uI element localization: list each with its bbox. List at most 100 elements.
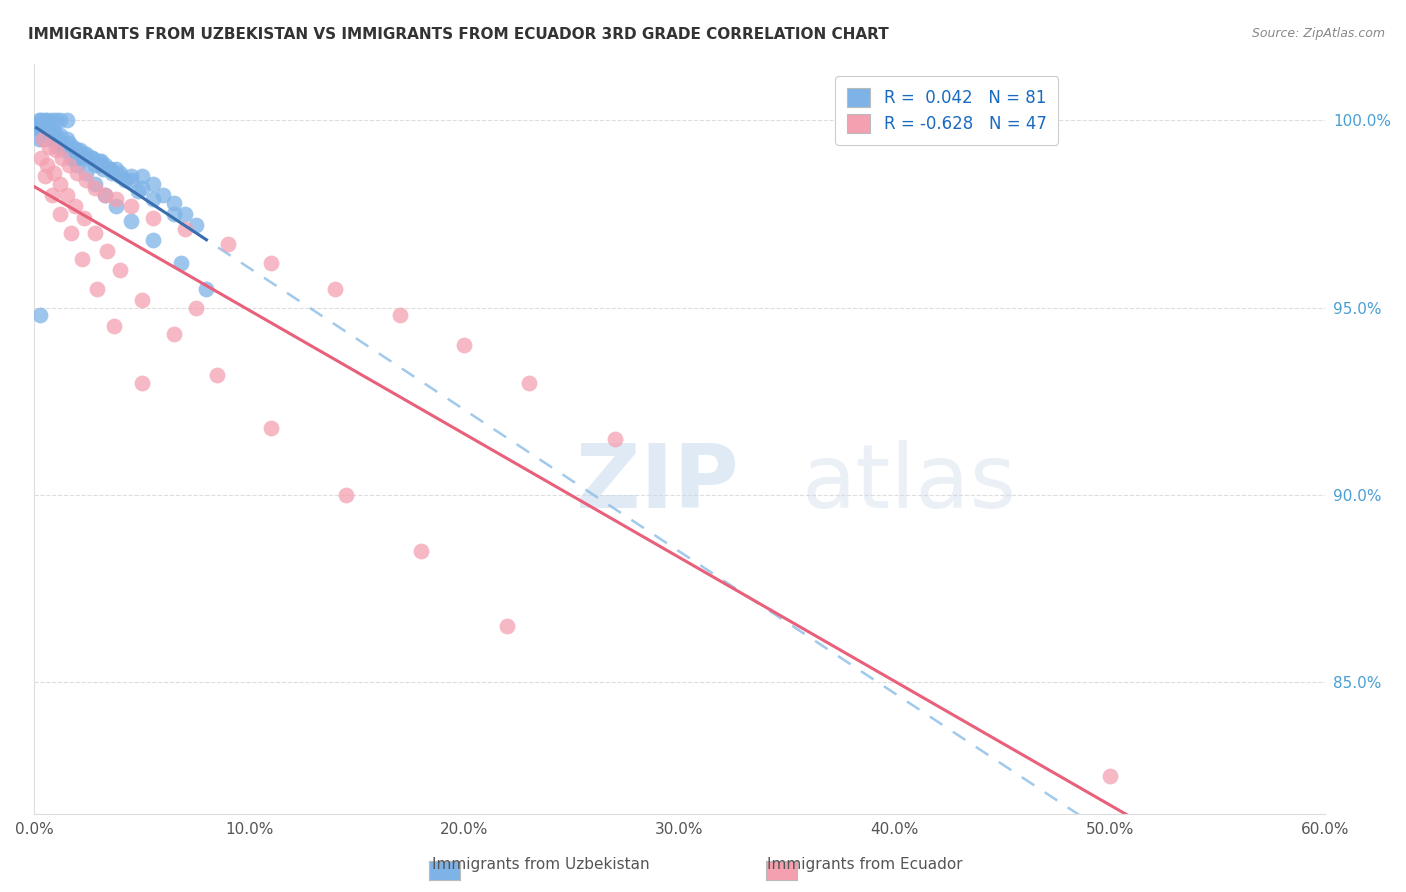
Point	[91, 161, 114, 176]
Point	[58, 143, 80, 157]
Point	[66, 166, 89, 180]
Point	[120, 214, 142, 228]
Point	[87, 158, 110, 172]
Point	[163, 326, 186, 341]
Point	[32, 132, 55, 146]
Point	[110, 169, 132, 184]
Point	[53, 139, 76, 153]
Point	[46, 139, 69, 153]
Point	[83, 226, 105, 240]
Point	[27, 117, 49, 131]
Point	[110, 263, 132, 277]
Point	[127, 185, 149, 199]
Point	[105, 192, 128, 206]
Point	[51, 151, 73, 165]
Point	[34, 169, 56, 184]
Text: atlas: atlas	[801, 441, 1017, 527]
Point	[163, 195, 186, 210]
Point	[48, 136, 70, 150]
Point	[83, 177, 105, 191]
Point	[35, 124, 58, 138]
Point	[184, 218, 207, 232]
Point	[120, 169, 142, 184]
Point	[38, 132, 60, 146]
Point	[110, 166, 132, 180]
Text: ZIP: ZIP	[576, 441, 740, 527]
Point	[42, 166, 65, 180]
Point	[411, 544, 433, 558]
Point	[41, 113, 63, 128]
Point	[28, 308, 51, 322]
Point	[32, 132, 55, 146]
Point	[49, 207, 72, 221]
Text: Immigrants from Uzbekistan: Immigrants from Uzbekistan	[433, 857, 650, 872]
Point	[195, 282, 218, 296]
Point	[90, 154, 112, 169]
Point	[163, 207, 186, 221]
Point	[42, 124, 65, 138]
Point	[105, 199, 128, 213]
Point	[105, 161, 128, 176]
Point	[82, 151, 104, 165]
Point	[120, 173, 142, 187]
Point	[87, 154, 110, 169]
Point	[131, 169, 153, 184]
Point	[83, 180, 105, 194]
Point	[77, 151, 100, 165]
Point	[94, 188, 117, 202]
Legend: R =  0.042   N = 81, R = -0.628   N = 47: R = 0.042 N = 81, R = -0.628 N = 47	[835, 76, 1059, 145]
Point	[152, 188, 174, 202]
Point	[142, 192, 165, 206]
Point	[260, 255, 283, 269]
Point	[28, 113, 51, 128]
Point	[335, 488, 357, 502]
Point	[131, 293, 153, 307]
Point	[103, 319, 125, 334]
Point	[131, 180, 153, 194]
Point	[34, 113, 56, 128]
Point	[59, 151, 82, 165]
Point	[496, 619, 519, 633]
Point	[120, 199, 142, 213]
Point	[94, 188, 117, 202]
Point	[517, 376, 540, 390]
Point	[169, 255, 191, 269]
Point	[42, 132, 65, 146]
Point	[86, 282, 108, 296]
Point	[30, 151, 52, 165]
Point	[31, 120, 53, 135]
Point	[388, 308, 411, 322]
Point	[28, 132, 51, 146]
Point	[58, 136, 80, 150]
Point	[142, 211, 165, 225]
Point	[83, 158, 105, 172]
Point	[217, 236, 239, 251]
Point	[38, 139, 60, 153]
Point	[34, 124, 56, 138]
Point	[65, 199, 87, 213]
Point	[62, 151, 84, 165]
Text: Source: ZipAtlas.com: Source: ZipAtlas.com	[1251, 27, 1385, 40]
Point	[32, 117, 55, 131]
Point	[75, 166, 97, 180]
Point	[75, 147, 97, 161]
Point	[1098, 769, 1121, 783]
Point	[142, 177, 165, 191]
Point	[75, 173, 97, 187]
Point	[53, 143, 76, 157]
Point	[101, 166, 124, 180]
Point	[51, 136, 73, 150]
Point	[114, 173, 136, 187]
Point	[142, 233, 165, 247]
Point	[325, 282, 347, 296]
Point	[39, 128, 62, 143]
Point	[82, 151, 104, 165]
Point	[70, 252, 93, 266]
Text: Immigrants from Ecuador: Immigrants from Ecuador	[766, 857, 963, 872]
Point	[55, 132, 77, 146]
Point	[55, 113, 77, 128]
Point	[62, 139, 84, 153]
Point	[98, 161, 121, 176]
Point	[49, 177, 72, 191]
Point	[58, 158, 80, 172]
